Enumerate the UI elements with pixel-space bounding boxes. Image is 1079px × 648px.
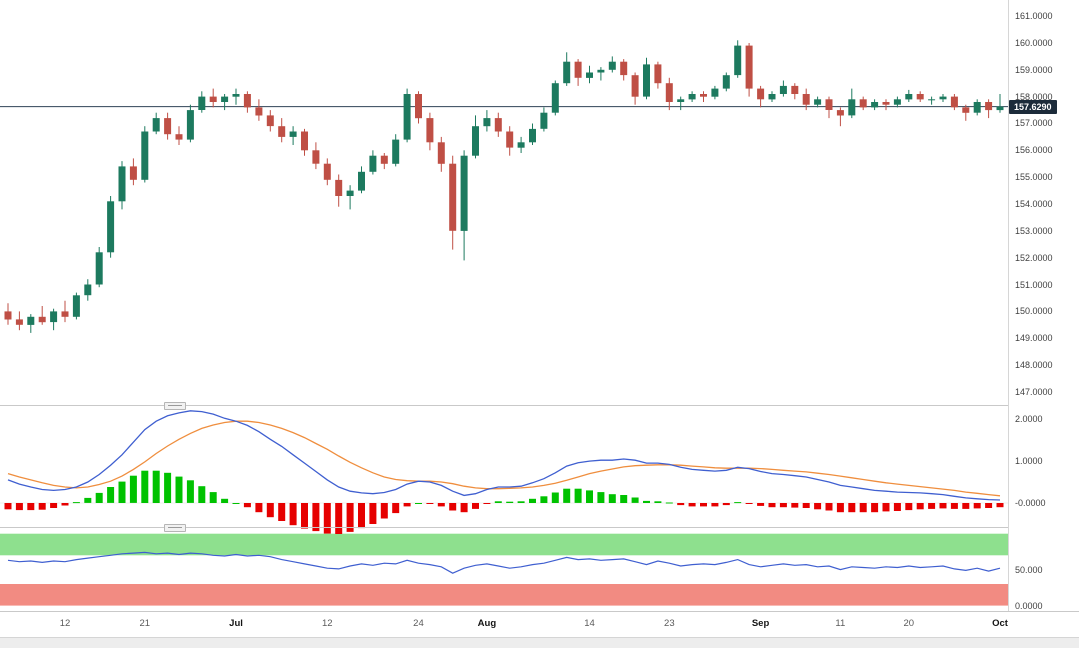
macd-tick-label: 1.0000 xyxy=(1015,456,1043,467)
price-tick-label: 150.0000 xyxy=(1015,306,1053,317)
candlestick-series xyxy=(4,40,1004,333)
time-axis-label: Oct xyxy=(992,618,1008,629)
macd-tick-label: 2.0000 xyxy=(1015,414,1043,425)
rsi-tick-label: 50.000 xyxy=(1015,564,1043,575)
price-tick-label: 147.0000 xyxy=(1015,386,1053,397)
price-tick-label: 149.0000 xyxy=(1015,333,1053,344)
chart-plot-area[interactable] xyxy=(0,0,1008,611)
rsi-tick-label: 0.0000 xyxy=(1015,600,1043,611)
price-tick-label: 155.0000 xyxy=(1015,172,1053,183)
rsi-line xyxy=(7,551,1001,574)
price-axis[interactable]: 161.0000 160.0000 159.0000 158.0000 157.0000… xyxy=(1008,0,1079,611)
overbought-band xyxy=(0,533,1008,556)
price-tick-label: 148.0000 xyxy=(1015,360,1053,371)
bottom-strip xyxy=(0,637,1079,648)
price-tick-label: 151.0000 xyxy=(1015,279,1053,290)
current-price-badge: 157.6290 xyxy=(1009,99,1057,114)
macd-tick-label: -0.0000 xyxy=(1015,497,1046,508)
pane-resize-handle-icon[interactable] xyxy=(164,524,186,532)
time-axis-label: Sep xyxy=(751,618,770,629)
oversold-band xyxy=(0,584,1008,606)
time-axis-label: 12 xyxy=(59,618,71,629)
time-axis-label: 24 xyxy=(413,618,424,629)
chart-canvas[interactable] xyxy=(0,0,1008,611)
time-axis-label: 23 xyxy=(664,618,675,629)
pane-separator-macd-rsi[interactable] xyxy=(0,524,1079,532)
macd-histogram xyxy=(4,470,1004,534)
time-axis-label: 21 xyxy=(139,618,151,629)
pane-resize-handle-icon[interactable] xyxy=(164,402,186,410)
price-tick-label: 156.0000 xyxy=(1015,145,1053,156)
price-tick-label: 161.0000 xyxy=(1015,11,1053,22)
price-tick-label: 160.0000 xyxy=(1015,37,1053,48)
price-tick-label: 152.0000 xyxy=(1015,252,1053,263)
price-tick-label: 158.0000 xyxy=(1015,91,1053,102)
price-tick-label: 153.0000 xyxy=(1015,225,1053,236)
pane-separator-main-macd[interactable] xyxy=(0,402,1079,410)
macd-signal-line xyxy=(7,420,1001,497)
time-axis-label: 14 xyxy=(584,618,595,629)
price-tick-label: 157.0000 xyxy=(1015,118,1053,129)
time-axis-label: 11 xyxy=(835,618,846,629)
time-axis-label: 12 xyxy=(321,618,333,629)
time-axis-label: Jul xyxy=(229,618,243,629)
macd-line xyxy=(7,410,1001,501)
price-tick-label: 154.0000 xyxy=(1015,199,1053,209)
time-axis-label: Aug xyxy=(477,618,497,629)
time-axis-label: 20 xyxy=(903,618,915,629)
time-axis[interactable]: 12 21 Jul 12 24 Aug 14 23 Sep 11 20 Oct xyxy=(0,611,1079,638)
price-tick-label: 159.0000 xyxy=(1015,64,1053,75)
